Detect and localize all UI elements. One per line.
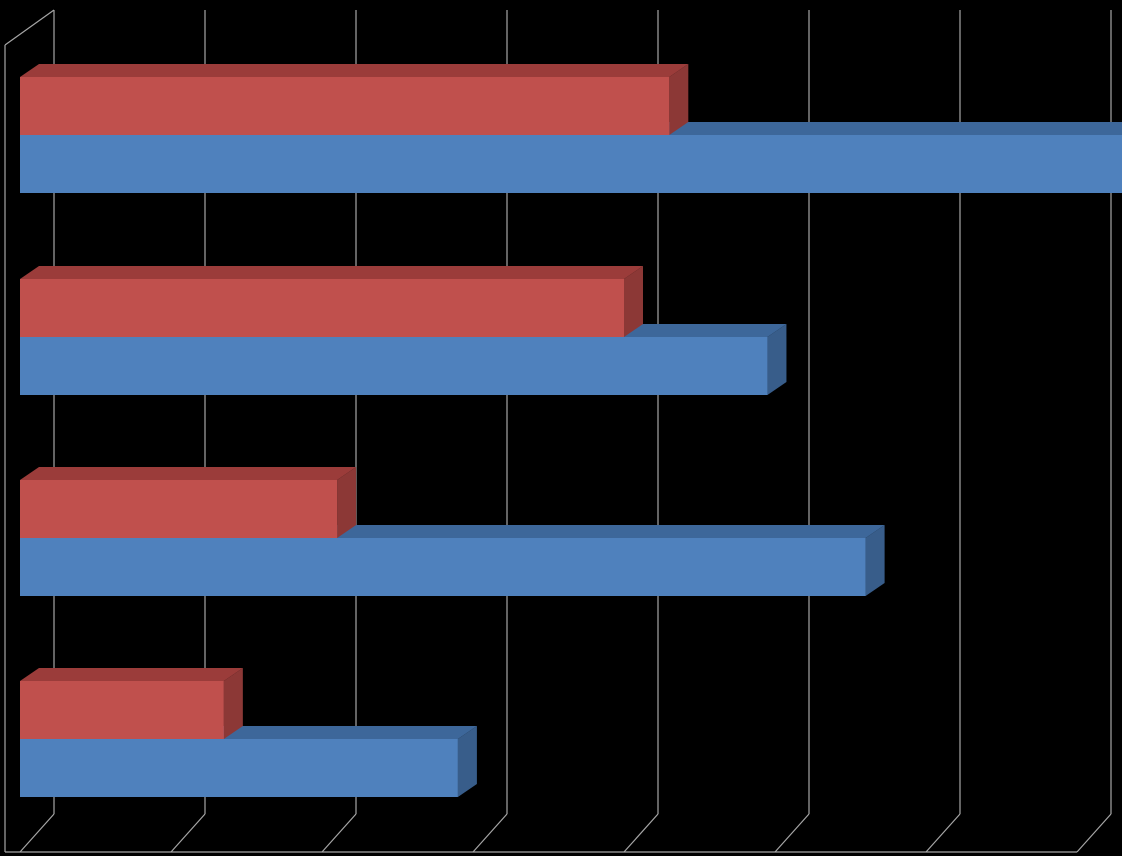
bar-top-face (20, 668, 243, 681)
bar-front-face (20, 279, 624, 337)
bar (20, 64, 689, 135)
floor-gridline (925, 813, 961, 853)
bar-top-face (20, 64, 689, 77)
floor-gridline (623, 813, 659, 853)
bar-front-face (20, 739, 458, 797)
floor-gridline (170, 813, 206, 853)
floor-gridline (774, 813, 810, 853)
bar-side-face (223, 668, 243, 739)
bar (20, 266, 643, 337)
bar-front-face (20, 135, 1122, 193)
bar-front-face (20, 681, 224, 739)
bar-front-face (20, 337, 768, 395)
bar-top-face (20, 266, 643, 279)
bar-side-face (457, 726, 477, 797)
floor-gridline (19, 813, 55, 853)
bar-side-face (337, 467, 357, 538)
bar-front-face (20, 480, 338, 538)
bar-front-face (20, 538, 866, 596)
bar (20, 525, 885, 596)
bar (20, 668, 243, 739)
bar-top-face (20, 467, 357, 480)
bar (20, 726, 477, 797)
bar-front-face (20, 77, 670, 135)
bar-side-face (669, 64, 689, 135)
floor-gridline (472, 813, 508, 853)
side-wall-top (4, 9, 55, 46)
bars (20, 64, 1122, 797)
bar-side-face (767, 324, 787, 395)
bar-side-face (865, 525, 885, 596)
floor-gridline (1076, 813, 1112, 853)
bar-side-face (624, 266, 643, 337)
bar (20, 467, 357, 538)
floor-gridline (321, 813, 357, 853)
